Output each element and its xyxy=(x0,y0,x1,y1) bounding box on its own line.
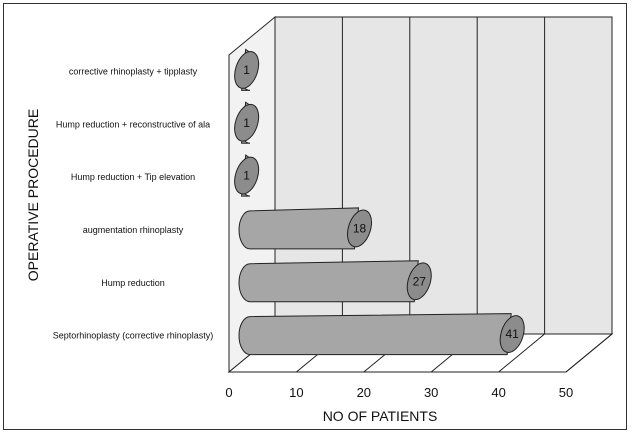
category-label: Hump reduction + Tip elevation xyxy=(71,172,195,182)
category-label: corrective rhinoplasty + tipplasty xyxy=(69,66,198,76)
bar: 41 xyxy=(238,313,525,356)
bar: 27 xyxy=(238,260,432,303)
x-tick-label: 50 xyxy=(559,385,573,400)
bar-cap xyxy=(406,262,432,301)
floor-gridline xyxy=(498,333,545,373)
bar-body xyxy=(238,207,360,250)
y-axis-title: OPERATIVE PROCEDURE xyxy=(25,109,41,281)
floor-gridline xyxy=(565,333,613,373)
category-labels: corrective rhinoplasty + tipplasty Hump r… xyxy=(53,66,214,340)
bar-value-label: 27 xyxy=(413,274,427,288)
x-axis-title: NO OF PATIENTS xyxy=(323,408,438,424)
bar-body xyxy=(238,260,419,303)
x-tick-label: 40 xyxy=(491,385,505,400)
x-tick-label: 10 xyxy=(289,385,303,400)
bar: 1 xyxy=(234,154,260,197)
bar-value-label: 18 xyxy=(353,221,367,235)
bar: 18 xyxy=(238,207,372,250)
bar-cap xyxy=(499,315,525,353)
category-label: Septorhinoplasty (corrective rhinoplasty… xyxy=(53,331,214,341)
x-tick-label: 30 xyxy=(424,385,438,400)
bar-cap xyxy=(347,209,372,248)
bar-value-label: 1 xyxy=(243,169,250,183)
category-label: Hump reduction xyxy=(101,278,165,288)
bar-cap xyxy=(234,156,260,195)
bar-body xyxy=(238,313,512,356)
x-tick-labels: 0 10 20 30 40 50 xyxy=(225,385,573,400)
bar-value-label: 41 xyxy=(506,327,520,341)
x-tick-label: 0 xyxy=(225,385,232,400)
bar-cap xyxy=(234,103,260,142)
bar-value-label: 1 xyxy=(243,63,250,77)
category-label: Hump reduction + reconstructive of ala xyxy=(56,119,210,129)
bar: 1 xyxy=(234,101,260,144)
x-tick-label: 20 xyxy=(357,385,371,400)
bar: 1 xyxy=(234,48,260,91)
bar-cap xyxy=(234,51,260,89)
category-label: augmentation rhinoplasty xyxy=(83,225,184,235)
chart-bars: 1 1 1 18 27 41 xyxy=(234,48,525,356)
bar-value-label: 1 xyxy=(243,116,250,130)
